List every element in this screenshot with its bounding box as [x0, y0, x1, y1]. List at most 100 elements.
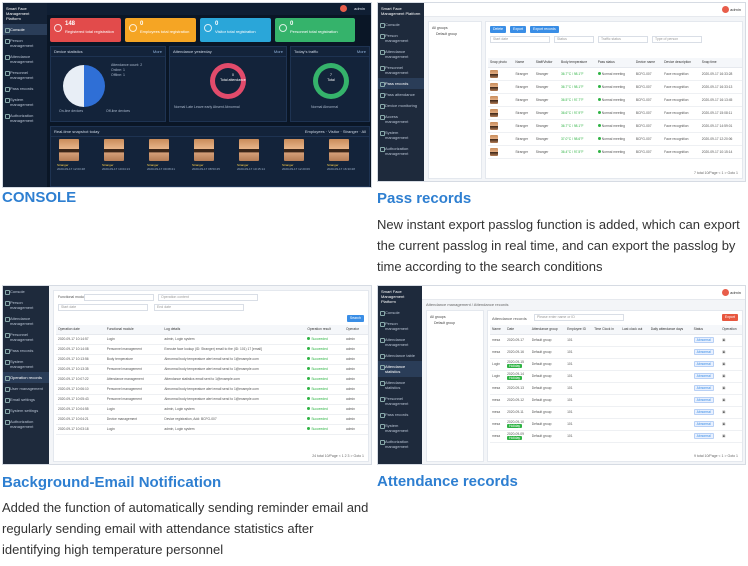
sidebar-item-console[interactable]: Console [378, 19, 424, 30]
pagination[interactable]: 9 total 10/Page < 1 > Goto 1 [694, 454, 738, 458]
sidebar-item-person[interactable]: Person management [3, 297, 49, 313]
table-row[interactable]: mesa 2020-09-17 Default group 101 Abnormal ▣ [490, 334, 742, 347]
sidebar-item-pass-records[interactable]: Pass records [378, 78, 424, 89]
sidebar-item-system[interactable]: System management [378, 420, 422, 436]
snapshot-thumbnail[interactable] [490, 69, 498, 78]
view-icon[interactable]: ▣ [722, 338, 726, 342]
view-icon[interactable]: ▣ [722, 362, 726, 366]
table-row[interactable]: Stranger Stranger 36.4°C / 97.5°F Normal me… [488, 145, 742, 159]
snapshot-photo[interactable] [59, 139, 79, 161]
snapshot-photo[interactable] [194, 139, 214, 161]
search-input[interactable]: Please enter name or ID [534, 314, 624, 321]
sidebar-item-console[interactable]: Console [378, 307, 422, 318]
table-row[interactable]: 2020-09-17 10:13:35 Personnel management A… [56, 364, 368, 375]
export-records-button[interactable]: Export records [530, 26, 559, 33]
snapshot-photo[interactable] [239, 139, 259, 161]
legend-visitor[interactable]: Visitor [328, 129, 340, 134]
username[interactable]: admin [354, 6, 365, 11]
legend-all[interactable]: All [361, 129, 366, 134]
sidebar-item-person[interactable]: Person management [378, 318, 422, 334]
snapshot-thumbnail[interactable] [490, 108, 498, 117]
sidebar-item-access[interactable]: Access management [378, 111, 424, 127]
sidebar-item-attendance-statistics[interactable]: Attendance statistics [378, 377, 422, 393]
table-row[interactable]: mesa 2020-09-12 Default group 101 Abnormal ▣ [490, 394, 742, 407]
sidebar-item-pass-records[interactable]: Pass records [3, 83, 47, 94]
sidebar-item-console[interactable]: Console [3, 24, 47, 35]
export-button[interactable]: Export [510, 26, 527, 33]
table-row[interactable]: Stranger Stranger 36.7°C / 98.1°F Normal me… [488, 67, 742, 81]
sidebar-item-attendance[interactable]: Attendance management [3, 51, 47, 67]
snapshot-photo[interactable] [284, 139, 304, 161]
sidebar-item-person[interactable]: Person management [378, 30, 424, 46]
view-icon[interactable]: ▣ [722, 398, 726, 402]
legend-employees[interactable]: Employees [304, 129, 325, 134]
table-row[interactable]: 2020-09-17 10:03:18 Login admin, Login sys… [56, 424, 368, 435]
sidebar-item-personnel[interactable]: Personnel management [3, 67, 47, 83]
table-row[interactable]: mesa 2020-09-13 Default group 101 Abnormal ▣ [490, 382, 742, 395]
sidebar-item-authorization[interactable]: Authorization management [3, 110, 47, 126]
sidebar-item-attendance-table[interactable]: Attendance table [378, 350, 422, 361]
avatar[interactable] [722, 289, 729, 296]
table-row[interactable]: 2020-09-17 10:13:56 Body temperature Abnor… [56, 354, 368, 365]
tree-node-all[interactable]: All groups [432, 26, 448, 30]
sidebar-item-attendance[interactable]: Attendance management [378, 46, 424, 62]
table-row[interactable]: mesa 2020-09-10 Holiday Default group 101 Abn… [490, 418, 742, 431]
tree-node-all[interactable]: All groups [430, 315, 446, 319]
sidebar-item-authorization[interactable]: Authorization management [378, 143, 424, 159]
sidebar-item-device-monitoring[interactable]: Device monitoring [378, 100, 424, 111]
snapshot-thumbnail[interactable] [490, 82, 498, 91]
snapshot-photo[interactable] [329, 139, 349, 161]
sidebar-item-pass-attendance[interactable]: Pass attendance [378, 89, 424, 100]
sidebar-item-personnel[interactable]: Personnel management [378, 393, 422, 409]
table-row[interactable]: Stranger Stranger 36.7°C / 98.1°F Normal me… [488, 119, 742, 133]
export-button[interactable]: Export [721, 314, 738, 321]
date-range-input[interactable]: Start date [490, 36, 550, 43]
more-link[interactable]: More [356, 49, 366, 54]
view-icon[interactable]: ▣ [722, 350, 726, 354]
avatar[interactable] [722, 6, 729, 13]
sidebar-item-attendance[interactable]: Attendance management [3, 313, 49, 329]
sidebar-item-pass-records[interactable]: Pass records [3, 345, 49, 356]
sidebar-item-system[interactable]: System management [3, 356, 49, 372]
snapshot-thumbnail[interactable] [490, 95, 498, 104]
view-icon[interactable]: ▣ [722, 374, 726, 378]
sidebar-item-system[interactable]: System management [378, 127, 424, 143]
end-date-input[interactable]: End date [154, 304, 244, 311]
tree-node-default[interactable]: Default group [434, 321, 456, 325]
sidebar-item-user-management[interactable]: User management [3, 383, 49, 394]
avatar[interactable] [340, 5, 347, 12]
table-row[interactable]: 2020-09-17 10:07:22 Attendance management… [56, 374, 368, 385]
tree-node-default[interactable]: Default group [436, 32, 458, 36]
sidebar-item-personnel[interactable]: Personnel management [378, 62, 424, 78]
sidebar-item-pass-records[interactable]: Pass records [378, 409, 422, 420]
snapshot-photo[interactable] [104, 139, 124, 161]
table-row[interactable]: 2020-09-17 10:04:21 Device management Devi… [56, 414, 368, 425]
table-row[interactable]: 2020-09-17 10:05:43 Personnel management A… [56, 394, 368, 405]
content-input[interactable]: Operation content [158, 294, 258, 301]
status-select[interactable]: Status [554, 36, 594, 43]
view-icon[interactable]: ▣ [722, 410, 726, 414]
sidebar-item-system[interactable]: System management [3, 94, 47, 110]
sidebar-item-system-settings[interactable]: System settings [3, 405, 49, 416]
start-date-input[interactable]: Start date [58, 304, 148, 311]
snapshot-thumbnail[interactable] [490, 121, 498, 130]
pagination[interactable]: 7 total 10/Page < 1 > Goto 1 [694, 171, 738, 175]
sidebar-item-operation-records[interactable]: Operation records [3, 372, 49, 383]
module-select[interactable] [84, 294, 154, 301]
pagination[interactable]: 24 total 10/Page < 1 2 3 > Goto 1 [312, 454, 364, 458]
legend-stranger[interactable]: Stranger [342, 129, 359, 134]
table-row[interactable]: mesa 2020-09-16 Default group 101 Abnormal ▣ [490, 346, 742, 359]
sidebar-item-authorization[interactable]: Authorization management [3, 416, 49, 432]
sidebar-item-attendance[interactable]: Attendance management [378, 334, 422, 350]
sidebar-item-console[interactable]: Console [3, 286, 49, 297]
username[interactable]: admin [730, 290, 741, 295]
table-row[interactable]: mesa 2020-09-09 Holiday Default group 101 Abn… [490, 430, 742, 443]
sidebar-item-email-settings[interactable]: Email settings [3, 394, 49, 405]
username[interactable]: admin [730, 7, 741, 12]
sidebar-item-attendance-records[interactable]: Attendance statistics [378, 361, 422, 377]
table-row[interactable]: 2020-09-17 10:14:57 Login admin, Login sys… [56, 334, 368, 345]
table-row[interactable]: 2020-09-17 10:04:55 Login admin, Login sys… [56, 404, 368, 415]
view-icon[interactable]: ▣ [722, 422, 726, 426]
table-row[interactable]: Login 2020-09-15 Holiday Default group 101 Ab… [490, 358, 742, 371]
sidebar-item-authorization[interactable]: Authorization management [378, 436, 422, 452]
